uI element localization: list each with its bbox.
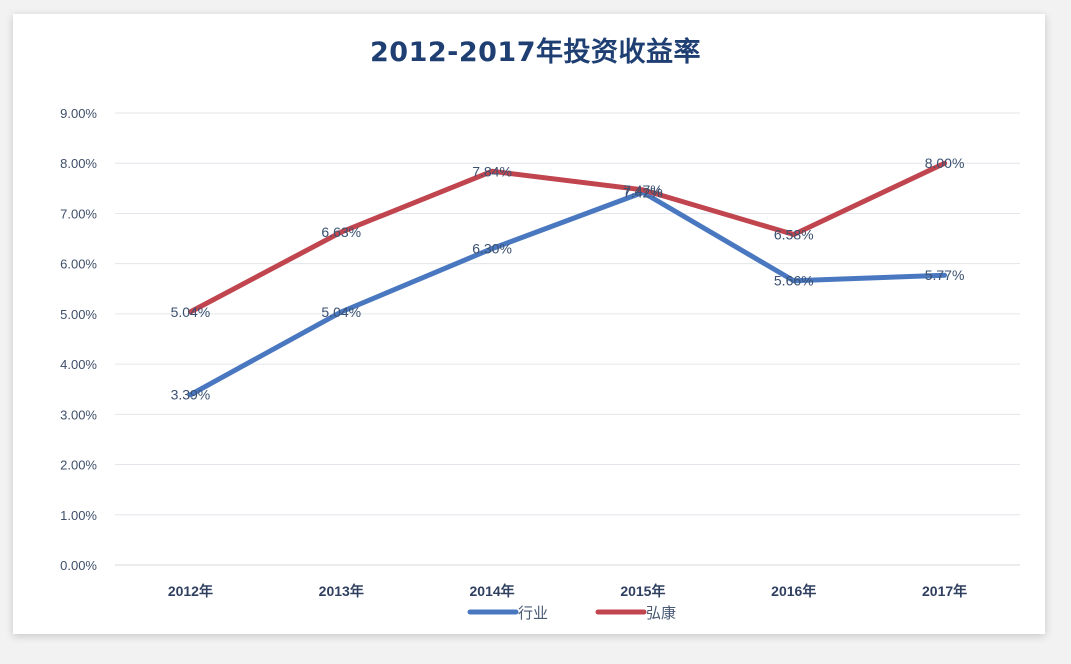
x-tick-label: 2013年 [319, 583, 364, 599]
data-label: 5.77% [925, 267, 965, 283]
data-label: 6.30% [472, 241, 512, 257]
data-label: 8.00% [925, 155, 965, 171]
y-tick-label: 5.00% [60, 307, 97, 322]
y-axis: 0.00% 1.00% 2.00% 3.00% 4.00% 5.00% 6.00% 7.00%… [60, 106, 97, 573]
y-tick-label: 0.00% [60, 558, 97, 573]
series-line-industry [187, 189, 948, 398]
legend-label: 行业 [518, 605, 548, 622]
y-tick-label: 2.00% [60, 458, 97, 473]
data-label: 5.66% [774, 273, 814, 289]
data-label: 5.04% [321, 304, 361, 320]
data-label: 6.58% [774, 227, 814, 243]
x-tick-label: 2012年 [168, 583, 213, 599]
x-tick-label: 2016年 [771, 583, 816, 599]
data-labels: 3.39% 5.04% 6.30% 7.42% 5.66% 5.77% 5.04% 6.63%… [171, 155, 965, 403]
y-tick-label: 6.00% [60, 257, 97, 272]
legend-item-industry: 行业 [467, 605, 548, 622]
y-tick-label: 4.00% [60, 357, 97, 372]
data-label: 6.63% [321, 224, 361, 240]
legend: 行业 弘康 [467, 605, 676, 622]
y-tick-label: 3.00% [60, 407, 97, 422]
chart-card [13, 14, 1045, 634]
y-tick-label: 9.00% [60, 106, 97, 121]
chart-title: 2012-2017年投资收益率 [370, 37, 701, 68]
series-line-hongkang [187, 160, 948, 315]
gridlines [115, 112, 1020, 566]
y-tick-label: 1.00% [60, 508, 97, 523]
x-tick-label: 2014年 [470, 583, 515, 599]
data-label: 7.47% [623, 182, 663, 198]
data-label: 7.42% [623, 184, 663, 200]
data-label: 3.39% [171, 387, 211, 403]
x-axis: 2012年 2013年 2014年 2015年 2016年 2017年 [168, 583, 967, 599]
series-lines [187, 160, 948, 398]
y-tick-label: 7.00% [60, 206, 97, 221]
x-tick-label: 2017年 [922, 583, 967, 599]
y-tick-label: 8.00% [60, 156, 97, 171]
x-tick-label: 2015年 [620, 583, 665, 599]
data-label: 5.04% [171, 304, 211, 320]
data-label: 7.84% [472, 163, 512, 179]
legend-label: 弘康 [646, 605, 676, 622]
legend-item-hongkang: 弘康 [595, 605, 676, 622]
